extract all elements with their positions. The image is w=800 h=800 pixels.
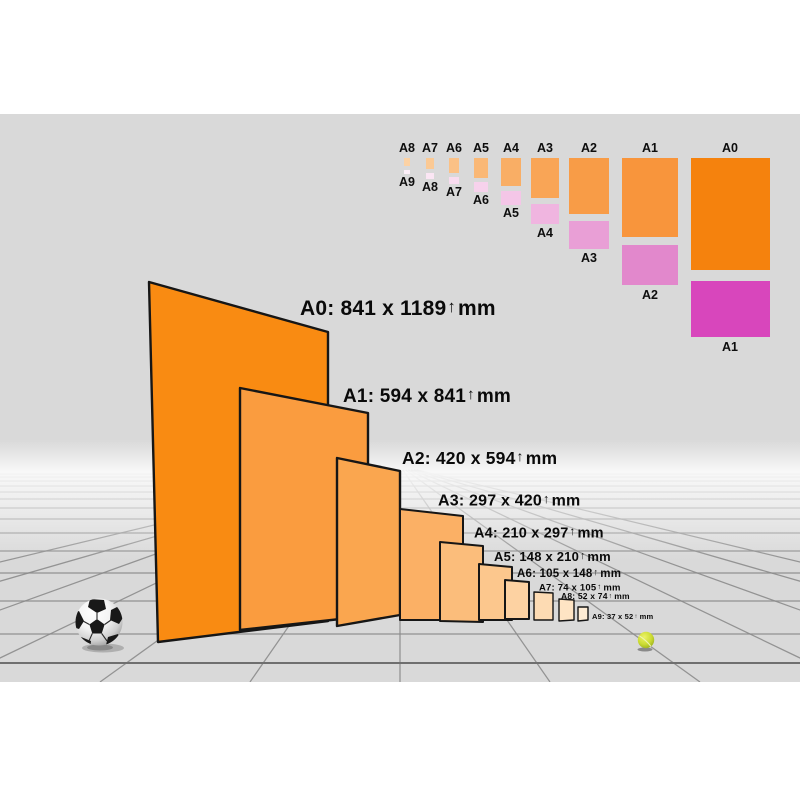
fold-chart-landscape-rect	[404, 170, 410, 174]
fold-chart-portrait-rect	[691, 158, 770, 270]
tennis-ball	[637, 631, 655, 652]
paper-a8	[558, 598, 575, 622]
fold-chart-landscape-rect	[691, 281, 770, 337]
tennis-ball-seam	[639, 635, 652, 647]
fold-chart-bottom-label: A6	[473, 193, 489, 207]
fold-chart-landscape-rect	[426, 173, 434, 179]
fold-chart-portrait-rect	[531, 158, 559, 198]
fold-chart-portrait-rect	[474, 158, 488, 178]
fold-chart-top-label: A3	[537, 141, 553, 155]
fold-chart-bottom-label: A7	[446, 185, 462, 199]
fold-chart-portrait-rect	[501, 158, 521, 186]
paper-a6	[504, 579, 530, 620]
fold-chart-top-label: A5	[473, 141, 489, 155]
fold-chart-column-a0: A0 A1	[691, 141, 770, 354]
fold-chart-bottom-label: A3	[581, 251, 597, 265]
fold-chart-landscape-rect	[501, 191, 521, 205]
fold-chart-portrait-rect	[622, 158, 678, 237]
fold-chart-column-a3: A3 A4	[531, 141, 559, 240]
fold-chart-portrait-rect	[426, 158, 434, 169]
fold-chart-top-label: A4	[503, 141, 519, 155]
fold-chart-portrait-rect	[449, 158, 459, 173]
fold-chart-landscape-rect	[449, 177, 459, 184]
fold-chart-column-a5: A5 A6	[473, 141, 489, 207]
tennis-ball-body	[637, 631, 655, 649]
fold-chart-top-label: A2	[581, 141, 597, 155]
paper-a9	[577, 606, 589, 622]
fold-chart-column-a8: A8 A9	[399, 141, 415, 189]
fold-chart: A8 A9 A7 A8 A6 A7 A5 A6 A4 A5	[399, 141, 770, 354]
fold-chart-column-a2: A2 A3	[569, 141, 609, 265]
fold-chart-bottom-label: A2	[642, 288, 658, 302]
fold-chart-bottom-label: A9	[399, 175, 415, 189]
fold-chart-landscape-rect	[569, 221, 609, 249]
fold-chart-column-a7: A7 A8	[422, 141, 438, 194]
soccer-ball-shadow	[82, 643, 124, 653]
fold-chart-landscape-rect	[531, 204, 559, 224]
fold-chart-bottom-label: A5	[503, 206, 519, 220]
paper-a2	[335, 456, 402, 628]
fold-chart-top-label: A6	[446, 141, 462, 155]
paper-a7	[533, 591, 554, 621]
fold-chart-column-a6: A6 A7	[446, 141, 462, 199]
soccer-ball-seams	[82, 613, 112, 642]
fold-chart-bottom-label: A1	[722, 340, 738, 354]
fold-chart-top-label: A0	[722, 141, 738, 155]
soccer-ball-shadow-core	[87, 644, 113, 651]
standing-papers	[147, 280, 589, 644]
fold-chart-bottom-label: A8	[422, 180, 438, 194]
paper-a4	[439, 541, 484, 623]
tennis-ball-shadow	[637, 647, 653, 652]
fold-chart-portrait-rect	[404, 158, 410, 166]
fold-chart-top-label: A1	[642, 141, 658, 155]
fold-chart-column-a1: A1 A2	[622, 141, 678, 302]
fold-chart-portrait-rect	[569, 158, 609, 214]
fold-chart-landscape-rect	[474, 182, 488, 192]
fold-chart-top-label: A7	[422, 141, 438, 155]
fold-chart-landscape-rect	[622, 245, 678, 285]
fold-chart-bottom-label: A4	[537, 226, 553, 240]
fold-chart-top-label: A8	[399, 141, 415, 155]
fold-chart-column-a4: A4 A5	[501, 141, 521, 220]
